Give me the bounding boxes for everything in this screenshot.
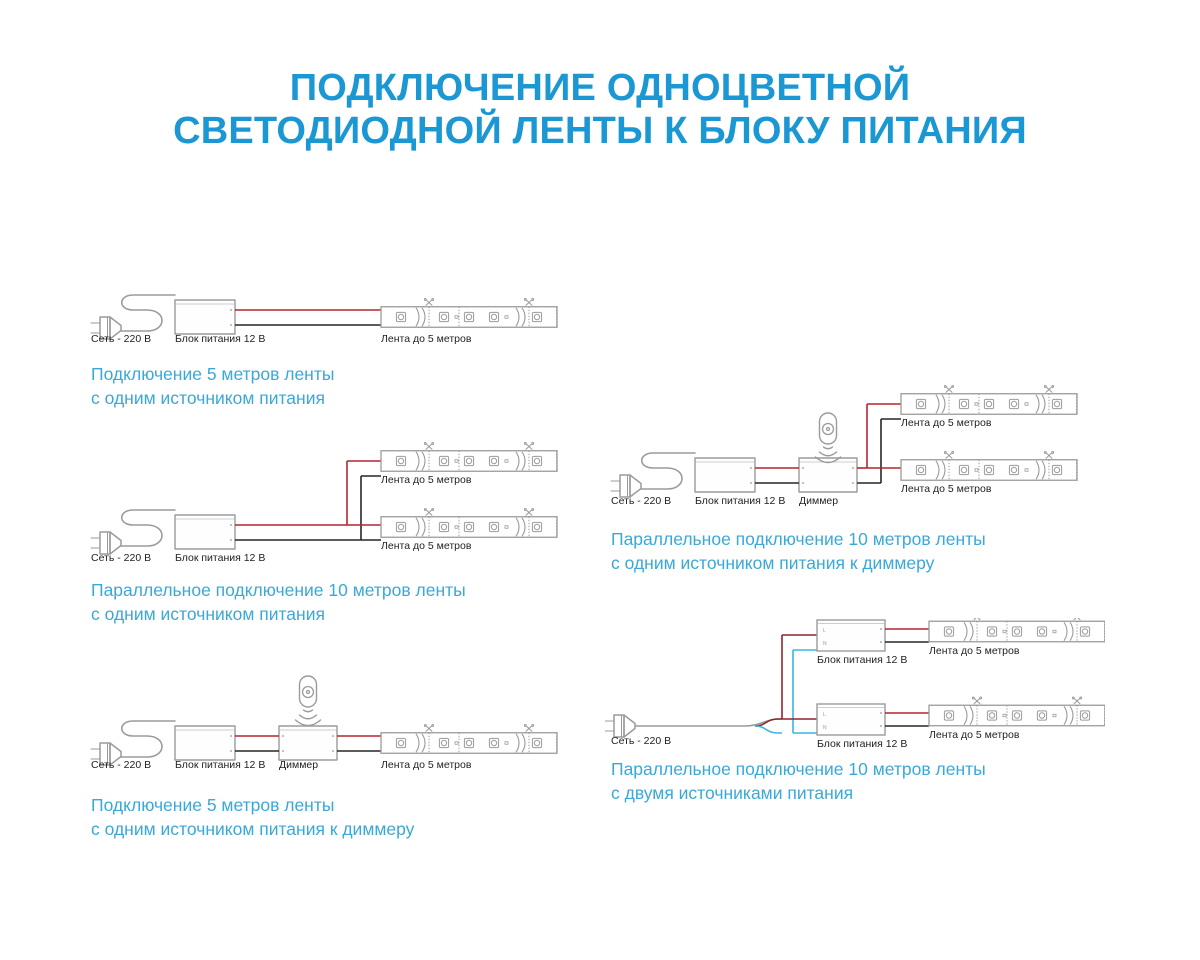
svg-text:Блок питания 12 В: Блок питания 12 В	[817, 654, 907, 666]
svg-text:Блок питания 12 В: Блок питания 12 В	[175, 333, 265, 345]
svg-text:Сеть - 220 В: Сеть - 220 В	[611, 735, 671, 747]
svg-text:Лента до 5 метров: Лента до 5 метров	[381, 333, 472, 345]
svg-text:Блок питания 12 В: Блок питания 12 В	[175, 552, 265, 564]
svg-text:Лента до 5 метров: Лента до 5 метров	[381, 540, 472, 552]
svg-text:N: N	[823, 641, 827, 647]
svg-text:N: N	[823, 725, 827, 731]
svg-text:L: L	[823, 628, 826, 634]
svg-text:Блок питания 12 В: Блок питания 12 В	[817, 738, 907, 750]
svg-text:Лента до 5 метров: Лента до 5 метров	[901, 417, 992, 429]
svg-text:Лента до 5 метров: Лента до 5 метров	[381, 759, 472, 771]
svg-text:Блок питания 12 В: Блок питания 12 В	[175, 759, 265, 771]
svg-text:L: L	[823, 712, 826, 718]
svg-text:Лента до 5 метров: Лента до 5 метров	[929, 645, 1020, 657]
svg-text:Лента до 5 метров: Лента до 5 метров	[901, 483, 992, 495]
svg-text:Сеть - 220 В: Сеть - 220 В	[611, 495, 671, 507]
svg-text:Сеть - 220 В: Сеть - 220 В	[91, 333, 151, 345]
svg-text:Диммер: Диммер	[799, 495, 838, 507]
svg-text:Блок питания 12 В: Блок питания 12 В	[695, 495, 785, 507]
svg-text:Сеть - 220 В: Сеть - 220 В	[91, 759, 151, 771]
svg-text:Диммер: Диммер	[279, 759, 318, 771]
svg-text:Лента до 5 метров: Лента до 5 метров	[929, 729, 1020, 741]
svg-text:Сеть - 220 В: Сеть - 220 В	[91, 552, 151, 564]
svg-text:Лента до 5 метров: Лента до 5 метров	[381, 474, 472, 486]
